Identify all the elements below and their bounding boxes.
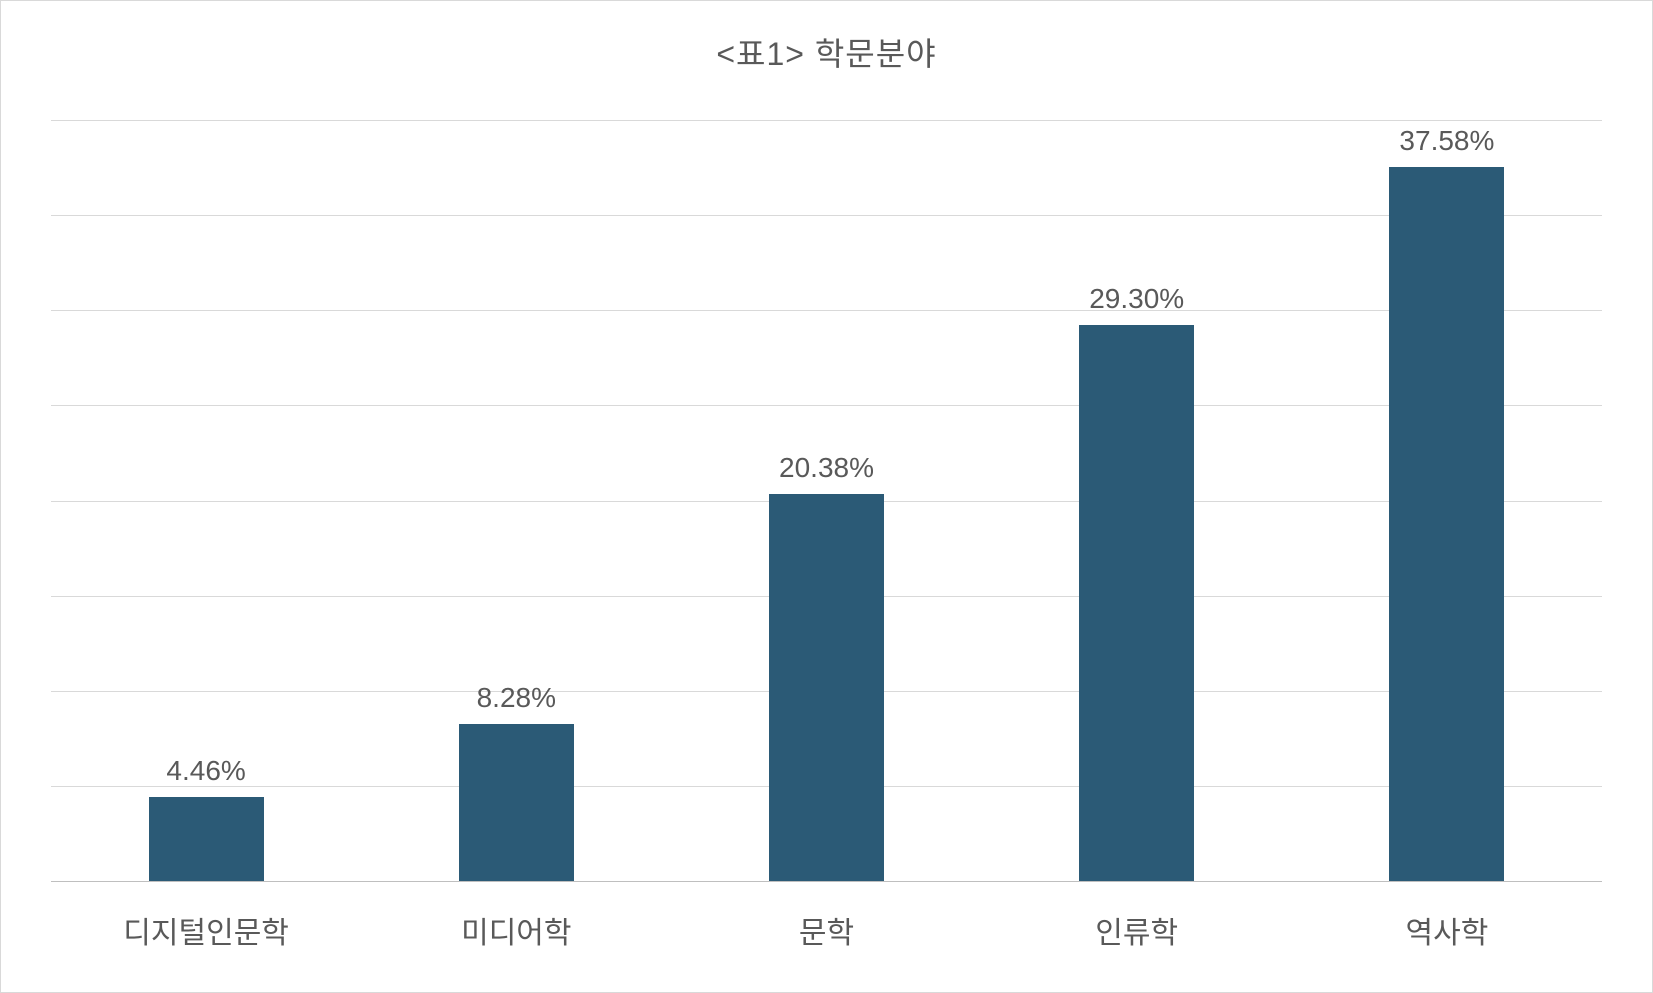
bar-value-label: 29.30% <box>1089 283 1184 315</box>
chart-title: <표1> 학문분야 <box>1 1 1652 75</box>
bars-area: 4.46% 8.28% 20.38% 29.30% 37.58% <box>51 121 1602 882</box>
bar-value-label: 37.58% <box>1399 125 1494 157</box>
bar <box>1079 325 1194 882</box>
bar-group: 20.38% <box>671 121 981 882</box>
bar-group: 4.46% <box>51 121 361 882</box>
x-axis-label: 미디어학 <box>361 908 671 952</box>
bar-group: 8.28% <box>361 121 671 882</box>
bar-group: 37.58% <box>1292 121 1602 882</box>
baseline <box>51 881 1602 882</box>
bar-value-label: 4.46% <box>166 755 245 787</box>
bar-value-label: 8.28% <box>477 682 556 714</box>
x-axis-label: 인류학 <box>982 908 1292 952</box>
x-axis-label: 역사학 <box>1292 908 1602 952</box>
bar <box>1389 167 1504 882</box>
x-axis-labels: 디지털인문학미디어학문학인류학역사학 <box>51 908 1602 952</box>
bar-value-label: 20.38% <box>779 452 874 484</box>
x-axis-label: 디지털인문학 <box>51 908 361 952</box>
chart-container: <표1> 학문분야 4.46% 8.28% 20.38% 29.30% 37.58% 디… <box>0 0 1653 993</box>
plot-area: 4.46% 8.28% 20.38% 29.30% 37.58% <box>51 121 1602 882</box>
x-axis-label: 문학 <box>671 908 981 952</box>
bar <box>459 724 574 882</box>
bar <box>149 797 264 882</box>
bar <box>769 494 884 882</box>
bar-group: 29.30% <box>982 121 1292 882</box>
